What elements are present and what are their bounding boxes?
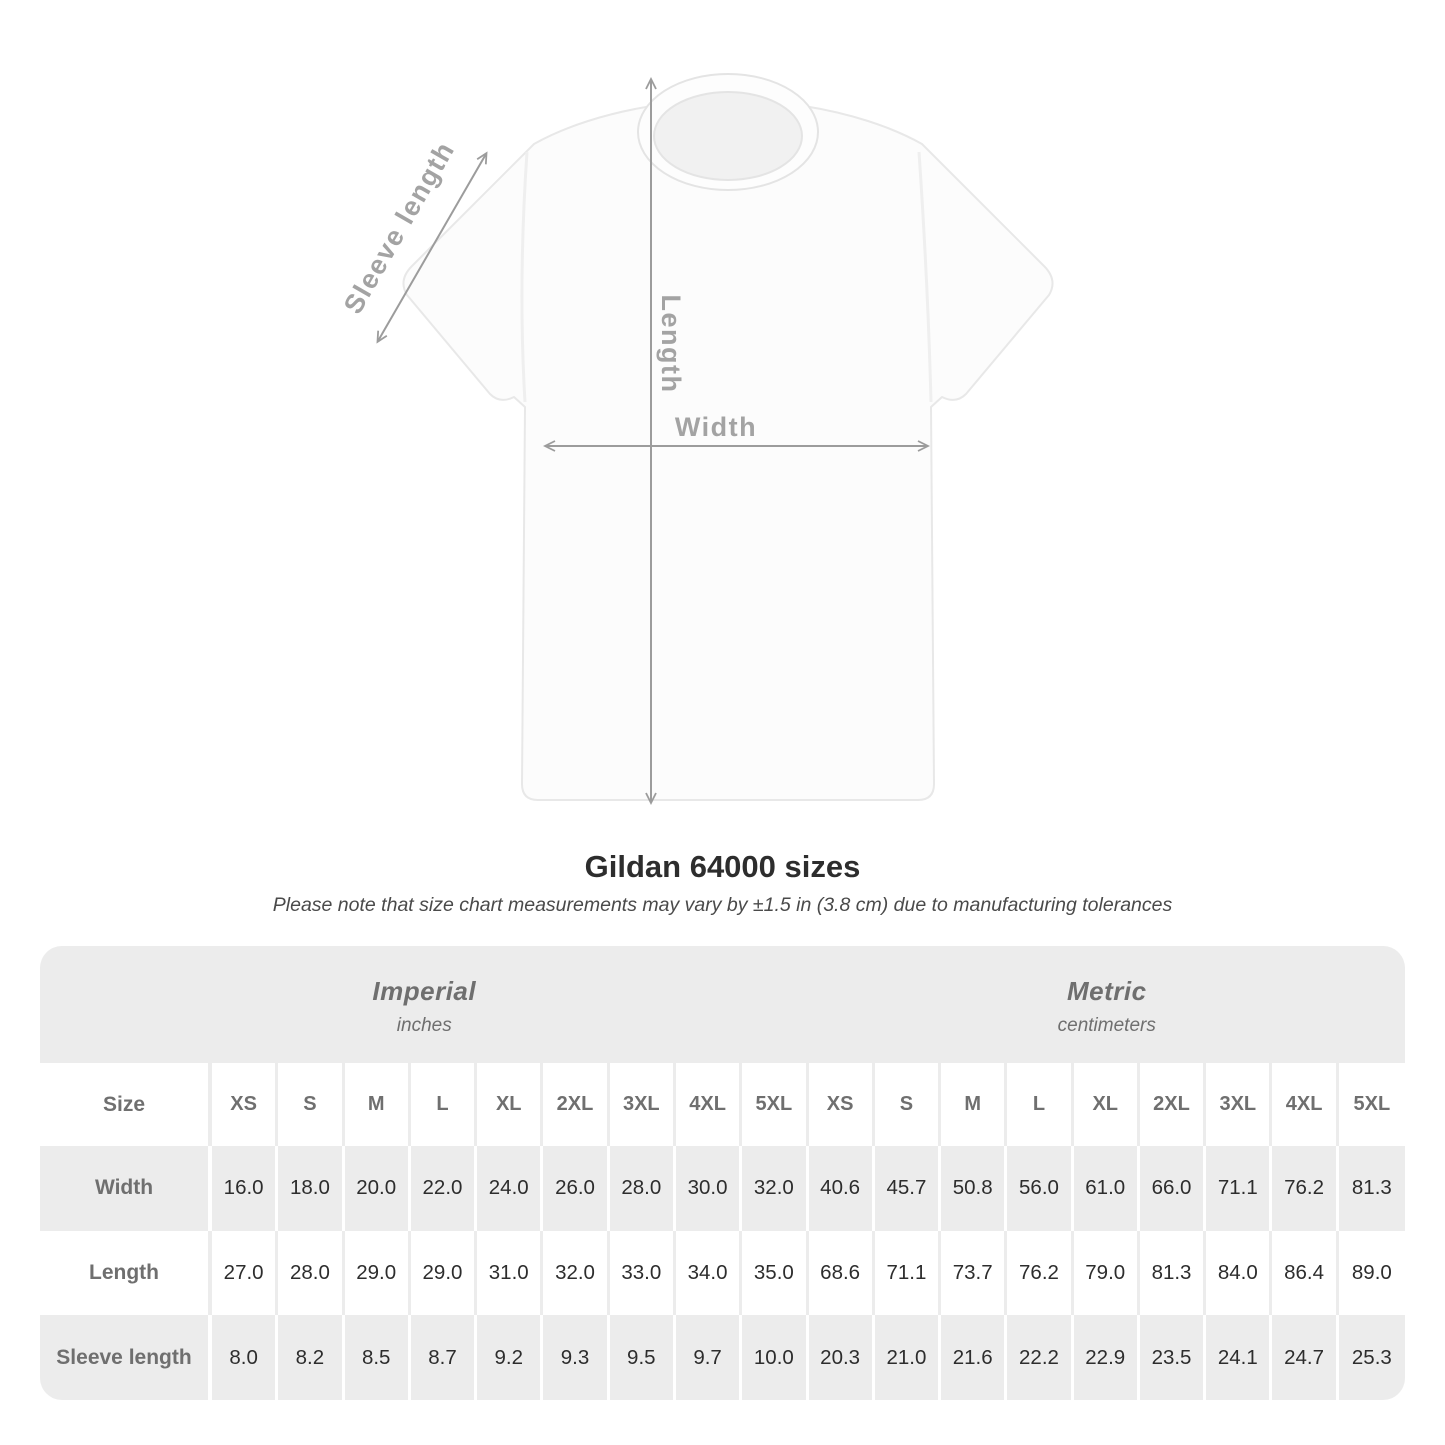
- value-cell-imperial: 10.0: [742, 1315, 809, 1400]
- size-header-cell-imperial: 5XL: [742, 1063, 809, 1146]
- value-cell-metric: 23.5: [1139, 1315, 1207, 1400]
- value-cell-metric: 22.2: [1007, 1315, 1074, 1400]
- value-cell-imperial: 24.0: [477, 1146, 544, 1231]
- length-label: Length: [656, 295, 686, 394]
- value-cell-metric: 45.7: [874, 1146, 942, 1231]
- value-cell-metric: 25.3: [1338, 1315, 1405, 1400]
- value-cell-metric: 79.0: [1073, 1230, 1140, 1316]
- collar-opening: [652, 90, 804, 182]
- size-header-cell-metric: M: [941, 1063, 1008, 1146]
- width-label: Width: [675, 412, 757, 442]
- value-cell-imperial: 8.2: [278, 1315, 345, 1400]
- metric-group-header: Metric centimeters: [808, 946, 1405, 1063]
- row-label: Sleeve length: [40, 1315, 212, 1400]
- collar-band: [636, 73, 820, 191]
- value-cell-metric: 24.7: [1272, 1315, 1339, 1400]
- value-cell-imperial: 9.5: [609, 1315, 676, 1400]
- value-cell-metric: 68.6: [808, 1230, 875, 1316]
- imperial-group-unit: inches: [396, 1015, 452, 1036]
- value-cell-imperial: 18.0: [278, 1146, 345, 1231]
- value-cell-metric: 84.0: [1206, 1230, 1273, 1316]
- value-cell-imperial: 35.0: [742, 1230, 809, 1316]
- size-header-cell-metric: XL: [1073, 1063, 1140, 1146]
- value-cell-imperial: 22.0: [410, 1146, 478, 1231]
- value-cell-metric: 21.6: [941, 1315, 1008, 1400]
- size-header-cell-metric: L: [1007, 1063, 1074, 1146]
- value-cell-imperial: 34.0: [675, 1230, 743, 1316]
- size-header-cell-imperial: 4XL: [675, 1063, 743, 1146]
- tshirt-body: [402, 97, 1054, 801]
- size-header-cell-imperial: XL: [477, 1063, 544, 1146]
- value-cell-imperial: 8.5: [344, 1315, 411, 1400]
- page-subtitle: Please note that size chart measurements…: [272, 894, 1173, 916]
- row-label: Length: [40, 1230, 212, 1316]
- size-header-cell-imperial: M: [344, 1063, 411, 1146]
- value-cell-imperial: 8.0: [212, 1315, 279, 1400]
- size-header-cell-imperial: S: [278, 1063, 345, 1146]
- value-cell-metric: 76.2: [1007, 1230, 1074, 1316]
- value-cell-metric: 76.2: [1272, 1146, 1339, 1231]
- value-cell-imperial: 29.0: [410, 1230, 478, 1316]
- value-cell-metric: 56.0: [1007, 1146, 1074, 1231]
- metric-group-unit: centimeters: [1057, 1015, 1156, 1036]
- value-cell-metric: 66.0: [1139, 1146, 1207, 1231]
- value-cell-metric: 24.1: [1206, 1315, 1273, 1400]
- size-header-cell-metric: S: [874, 1063, 942, 1146]
- value-cell-imperial: 30.0: [675, 1146, 743, 1231]
- value-cell-metric: 71.1: [1206, 1146, 1273, 1231]
- value-cell-imperial: 9.2: [477, 1315, 544, 1400]
- value-cell-metric: 89.0: [1338, 1230, 1405, 1316]
- value-cell-imperial: 31.0: [477, 1230, 544, 1316]
- size-header-cell-metric: 2XL: [1139, 1063, 1207, 1146]
- value-cell-imperial: 28.0: [278, 1230, 345, 1316]
- size-table: Imperial inches Metric centimeters Size X…: [40, 946, 1405, 1400]
- value-cell-imperial: 16.0: [212, 1146, 279, 1231]
- value-cell-metric: 81.3: [1338, 1146, 1405, 1231]
- left-seam: [520, 151, 529, 403]
- page-title: Gildan 64000 sizes: [584, 849, 861, 884]
- size-header-cell-imperial: 3XL: [609, 1063, 676, 1146]
- value-cell-imperial: 27.0: [212, 1230, 279, 1316]
- value-cell-imperial: 32.0: [742, 1146, 809, 1231]
- value-cell-metric: 20.3: [808, 1315, 875, 1400]
- size-header-cell-imperial: L: [410, 1063, 478, 1146]
- value-cell-imperial: 28.0: [609, 1146, 676, 1231]
- value-cell-metric: 50.8: [941, 1146, 1008, 1231]
- value-cell-metric: 71.1: [874, 1230, 942, 1316]
- value-cell-imperial: 32.0: [543, 1230, 610, 1316]
- size-header-cell-imperial: 2XL: [543, 1063, 610, 1146]
- sleeve-length-arrow: [378, 154, 486, 341]
- value-cell-metric: 21.0: [874, 1315, 942, 1400]
- size-column-header: Size: [40, 1063, 212, 1146]
- value-cell-imperial: 33.0: [609, 1230, 676, 1316]
- value-cell-metric: 22.9: [1073, 1315, 1140, 1400]
- size-header-cell-metric: 4XL: [1272, 1063, 1339, 1146]
- right-seam: [917, 151, 933, 403]
- value-cell-imperial: 26.0: [543, 1146, 610, 1231]
- value-cell-metric: 81.3: [1139, 1230, 1207, 1316]
- value-cell-metric: 61.0: [1073, 1146, 1140, 1231]
- value-cell-imperial: 8.7: [410, 1315, 478, 1400]
- size-header-cell-imperial: XS: [212, 1063, 279, 1146]
- value-cell-imperial: 9.7: [675, 1315, 743, 1400]
- row-label: Width: [40, 1146, 212, 1231]
- imperial-group-header: Imperial inches: [40, 946, 809, 1063]
- value-cell-imperial: 20.0: [344, 1146, 411, 1231]
- shirt-diagram: Length Width Sleeve length: [330, 60, 1110, 840]
- value-cell-metric: 86.4: [1272, 1230, 1339, 1316]
- size-header-cell-metric: 3XL: [1206, 1063, 1273, 1146]
- value-cell-metric: 73.7: [941, 1230, 1008, 1316]
- metric-group-title: Metric: [1066, 976, 1147, 1006]
- value-cell-metric: 40.6: [808, 1146, 875, 1231]
- size-header-cell-metric: 5XL: [1338, 1063, 1405, 1146]
- size-header-cell-metric: XS: [808, 1063, 875, 1146]
- value-cell-imperial: 29.0: [344, 1230, 411, 1316]
- value-cell-imperial: 9.3: [543, 1315, 610, 1400]
- tshirt-image: Length Width Sleeve length: [338, 73, 1054, 840]
- imperial-group-title: Imperial: [372, 976, 477, 1006]
